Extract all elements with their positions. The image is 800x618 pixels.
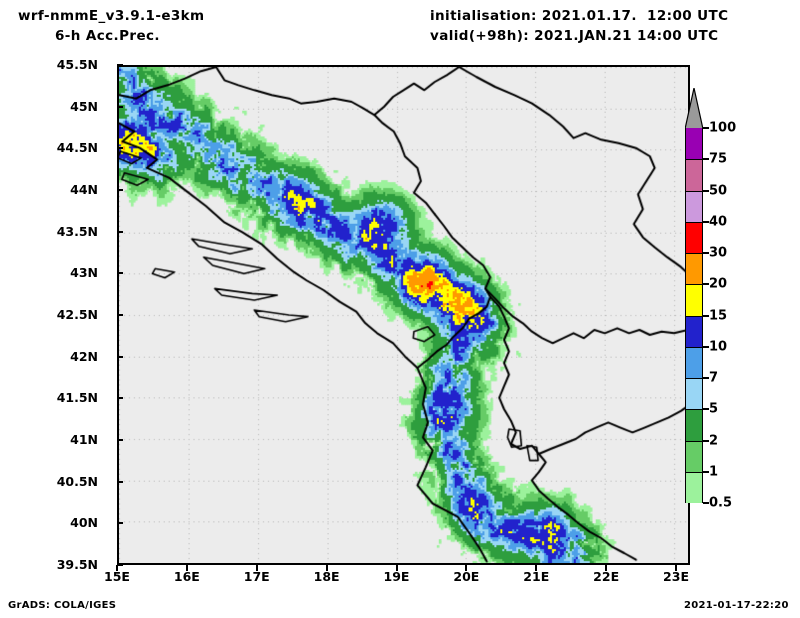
colorbar-tick-mark: [703, 189, 709, 192]
lon-tick-label: 22E: [593, 569, 620, 584]
colorbar-band: [685, 221, 703, 253]
colorbar-tick-label: 75: [709, 151, 728, 167]
grads-credit: GrADS: COLA/IGES: [8, 600, 117, 611]
field-title: 6-h Acc.Prec.: [55, 28, 160, 44]
colorbar-tick-label: 0.5: [709, 495, 733, 511]
colorbar-tick-label: 5: [709, 401, 719, 417]
lat-tick-mark: [117, 105, 123, 108]
lon-tick-mark: [325, 565, 328, 571]
lat-tick-label: 44N: [70, 182, 98, 197]
colorbar-tick-label: 100: [709, 120, 737, 136]
lon-tick-mark: [465, 565, 468, 571]
lon-tick-mark: [255, 565, 258, 571]
lat-tick-label: 45.5N: [56, 57, 98, 72]
lat-tick-mark: [117, 480, 123, 483]
lat-tick-mark: [117, 439, 123, 441]
lat-tick-mark: [117, 64, 123, 66]
lon-tick-label: 16E: [173, 569, 200, 584]
colorbar-band: [685, 378, 703, 410]
colorbar-band: [685, 190, 703, 222]
lon-tick-mark: [535, 565, 538, 571]
lat-tick-mark: [117, 355, 123, 358]
lat-tick-mark: [117, 564, 123, 566]
lat-tick-label: 44.5N: [56, 140, 98, 156]
colorbar-tick-mark: [703, 283, 709, 286]
lat-tick-mark: [117, 272, 123, 275]
colorbar-band: [685, 128, 703, 160]
lat-tick-label: 42.5N: [56, 307, 98, 322]
lon-tick-label: 21E: [523, 569, 550, 584]
colorbar-tick-mark: [703, 252, 709, 254]
lon-tick-mark: [605, 565, 608, 571]
precipitation-map-canvas: [119, 67, 688, 563]
lat-tick-mark: [117, 147, 123, 150]
lat-tick-label: 45N: [70, 98, 98, 114]
colorbar-tick-mark: [703, 345, 709, 348]
colorbar-tick-label: 15: [709, 308, 728, 323]
colorbar-tick-mark: [703, 127, 709, 129]
lat-tick-mark: [117, 522, 123, 525]
lon-tick-mark: [185, 565, 188, 571]
lon-tick-mark: [395, 565, 398, 571]
lon-tick-label: 19E: [383, 569, 410, 584]
colorbar-overflow-arrow: [685, 88, 703, 129]
lat-tick-label: 43N: [70, 265, 98, 281]
colorbar-band: [685, 409, 703, 441]
colorbar-band: [685, 284, 703, 316]
colorbar-tick-mark: [703, 158, 709, 161]
lon-tick-label: 18E: [313, 569, 340, 584]
colorbar-tick-label: 50: [709, 183, 728, 198]
colorbar-tick-mark: [703, 377, 709, 379]
colorbar-band: [685, 253, 703, 285]
lon-tick-label: 15E: [104, 569, 130, 584]
lat-tick-mark: [117, 189, 123, 191]
colorbar-tick-mark: [703, 314, 709, 317]
model-title: wrf-nmmE_v3.9.1-e3km: [18, 8, 205, 24]
colorbar-tick-label: 10: [709, 339, 728, 355]
lon-tick-mark: [116, 565, 118, 571]
lat-tick-label: 40.5N: [56, 473, 98, 489]
colorbar-tick-mark: [703, 502, 709, 504]
colorbar-band: [685, 159, 703, 191]
colorbar-tick-label: 7: [709, 370, 719, 386]
lon-tick-label: 20E: [453, 569, 480, 584]
colorbar-tick-label: 1: [709, 464, 719, 480]
valid-time: valid(+98h): 2021.JAN.21 14:00 UTC: [430, 28, 719, 44]
lat-tick-label: 43.5N: [56, 223, 98, 239]
initialisation-time: initialisation: 2021.01.17. 12:00 UTC: [430, 8, 729, 24]
colorbar-tick-mark: [703, 439, 709, 442]
render-timestamp: 2021-01-17-22:20: [684, 600, 789, 611]
lat-tick-label: 42N: [70, 348, 98, 364]
lat-tick-mark: [117, 230, 123, 233]
lon-tick-label: 23E: [663, 569, 689, 584]
colorbar-band: [685, 440, 703, 472]
lat-tick-mark: [117, 314, 123, 316]
colorbar: [685, 128, 703, 503]
colorbar-tick-mark: [703, 408, 709, 411]
lat-tick-label: 40N: [70, 515, 98, 531]
lat-tick-label: 41.5N: [56, 390, 98, 406]
map-plot-area: [117, 65, 690, 565]
colorbar-tick-label: 20: [709, 276, 728, 292]
colorbar-tick-label: 2: [709, 433, 719, 448]
lat-tick-mark: [117, 397, 123, 400]
colorbar-tick-mark: [703, 470, 709, 473]
colorbar-tick-label: 40: [709, 214, 728, 230]
lon-tick-mark: [675, 565, 678, 571]
lat-tick-label: 41N: [70, 432, 98, 447]
colorbar-band: [685, 471, 703, 503]
colorbar-band: [685, 346, 703, 378]
colorbar-band: [685, 315, 703, 347]
lon-tick-label: 17E: [243, 569, 270, 584]
colorbar-tick-mark: [703, 220, 709, 223]
lat-tick-label: 39.5N: [56, 557, 98, 572]
colorbar-tick-label: 30: [709, 245, 728, 261]
